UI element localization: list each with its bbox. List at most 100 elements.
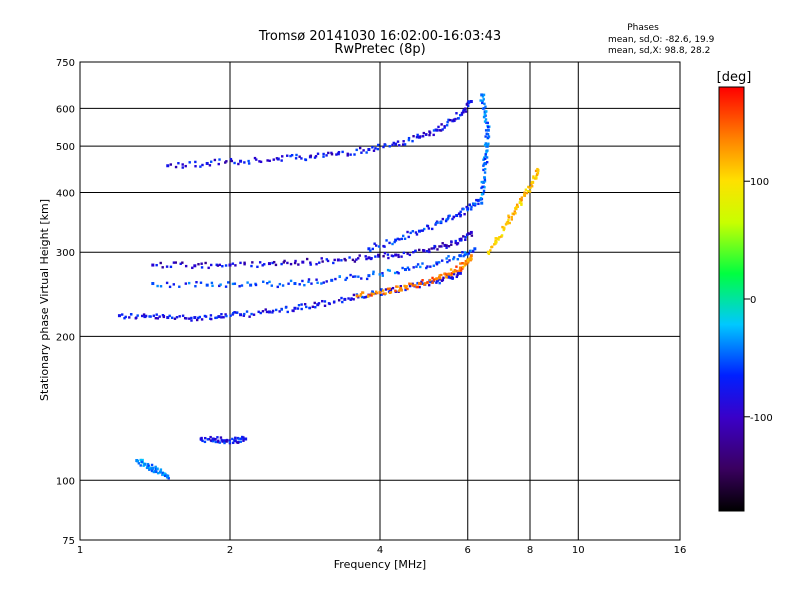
data-point [467,101,471,104]
data-point [152,314,156,317]
data-point [401,266,404,270]
data-point [203,314,207,318]
data-point [530,185,534,188]
data-point [421,278,424,282]
data-point [451,119,455,123]
data-point [468,203,471,206]
data-point [187,281,191,285]
data-point [464,259,468,263]
data-point [313,301,316,305]
data-point [462,235,465,238]
data-point [507,214,510,217]
data-point [443,125,446,128]
data-point [278,310,281,313]
data-point [432,129,436,132]
data-point [365,257,368,261]
data-point [429,265,432,268]
data-point [402,140,405,143]
data-point [469,249,472,253]
data-point [242,437,245,440]
data-point [530,181,534,184]
data-point [362,296,366,299]
data-point [388,287,391,290]
data-point [256,265,259,269]
data-point [454,269,457,273]
data-point [289,279,293,283]
data-point [403,268,407,272]
data-point [384,292,387,295]
data-point [475,198,478,202]
data-point [148,466,152,469]
data-point [156,467,159,470]
data-point [338,275,341,278]
data-point [136,459,139,463]
data-point [393,271,397,275]
data-point [425,133,428,136]
data-point [484,135,487,138]
data-point [129,313,133,316]
data-point [340,296,343,300]
data-point [497,238,500,241]
data-point [336,258,340,262]
data-point [450,243,453,246]
data-point [174,261,178,264]
data-point [460,237,463,241]
data-point [523,191,526,194]
data-point [203,440,207,444]
data-point [424,282,427,285]
data-point [450,240,453,244]
data-point [231,437,234,441]
data-point [172,261,176,264]
data-point [276,157,280,161]
data-point [375,291,378,295]
data-point [290,154,294,157]
data-point [205,161,209,165]
y-tick-label: 600 [56,104,75,115]
data-point [156,471,160,475]
data-point [394,253,398,257]
y-tick-labels: 75 100 200 300 400 500 600 750 [56,58,75,547]
data-point [261,264,264,267]
data-point [372,292,375,296]
data-point [404,288,407,292]
x-tick-labels: 1 2 4 6 8 10 16 [77,545,687,556]
data-point [371,247,374,251]
data-point [403,143,407,146]
data-point [367,256,371,260]
data-point [473,202,477,205]
data-point [421,135,425,138]
data-point [480,93,484,97]
data-point [367,247,371,251]
data-point [370,294,373,297]
data-point [209,160,213,163]
data-point [391,286,395,290]
data-point [481,180,485,184]
data-point [382,292,385,295]
data-point [412,251,415,254]
data-point [181,261,184,264]
data-point [163,474,167,478]
data-point [461,265,465,269]
data-point [307,280,310,284]
data-point [234,264,237,267]
data-point [358,254,361,257]
data-point [501,225,504,229]
data-point [372,149,376,152]
data-point [124,315,127,319]
data-point [456,242,460,245]
data-point [407,138,411,142]
data-point [370,292,373,295]
data-point [461,267,464,270]
data-point [367,293,370,297]
data-point [204,436,207,440]
data-point [377,255,380,258]
data-point [316,303,320,307]
data-point [151,466,155,470]
data-point [388,269,391,272]
data-point [281,155,284,158]
data-point [483,120,487,123]
data-point [419,135,422,138]
data-point [215,316,219,319]
data-point [217,440,220,444]
